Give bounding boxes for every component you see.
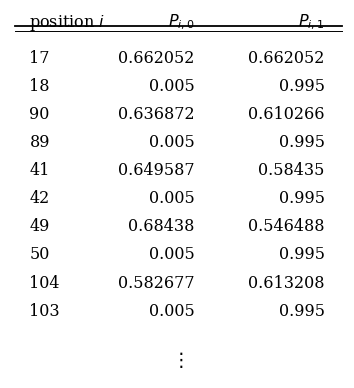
Text: 0.005: 0.005 bbox=[149, 303, 195, 320]
Text: 0.005: 0.005 bbox=[149, 78, 195, 95]
Text: 0.995: 0.995 bbox=[279, 78, 325, 95]
Text: 0.636872: 0.636872 bbox=[118, 106, 195, 123]
Text: 0.995: 0.995 bbox=[279, 303, 325, 320]
Text: 42: 42 bbox=[29, 190, 50, 207]
Text: 17: 17 bbox=[29, 50, 50, 66]
Text: 50: 50 bbox=[29, 246, 50, 263]
Text: 0.662052: 0.662052 bbox=[248, 50, 325, 66]
Text: 90: 90 bbox=[29, 106, 50, 123]
Text: 104: 104 bbox=[29, 275, 60, 291]
Text: 0.58435: 0.58435 bbox=[258, 162, 325, 179]
Text: 18: 18 bbox=[29, 78, 50, 95]
Text: 103: 103 bbox=[29, 303, 60, 320]
Text: $P_{i,0}$: $P_{i,0}$ bbox=[168, 13, 195, 32]
Text: 0.582677: 0.582677 bbox=[118, 275, 195, 291]
Text: position $i$: position $i$ bbox=[29, 13, 105, 33]
Text: 0.649587: 0.649587 bbox=[118, 162, 195, 179]
Text: 0.662052: 0.662052 bbox=[118, 50, 195, 66]
Text: $P_{i,1}$: $P_{i,1}$ bbox=[298, 13, 325, 32]
Text: 49: 49 bbox=[29, 218, 50, 235]
Text: 0.610266: 0.610266 bbox=[248, 106, 325, 123]
Text: 0.005: 0.005 bbox=[149, 190, 195, 207]
Text: 0.005: 0.005 bbox=[149, 246, 195, 263]
Text: 0.995: 0.995 bbox=[279, 134, 325, 151]
Text: 0.995: 0.995 bbox=[279, 246, 325, 263]
Text: 0.005: 0.005 bbox=[149, 134, 195, 151]
Text: $\vdots$: $\vdots$ bbox=[171, 350, 183, 370]
Text: 0.995: 0.995 bbox=[279, 190, 325, 207]
Text: 0.68438: 0.68438 bbox=[128, 218, 195, 235]
Text: 89: 89 bbox=[29, 134, 50, 151]
Text: 0.546488: 0.546488 bbox=[248, 218, 325, 235]
Text: 0.613208: 0.613208 bbox=[248, 275, 325, 291]
Text: 41: 41 bbox=[29, 162, 50, 179]
